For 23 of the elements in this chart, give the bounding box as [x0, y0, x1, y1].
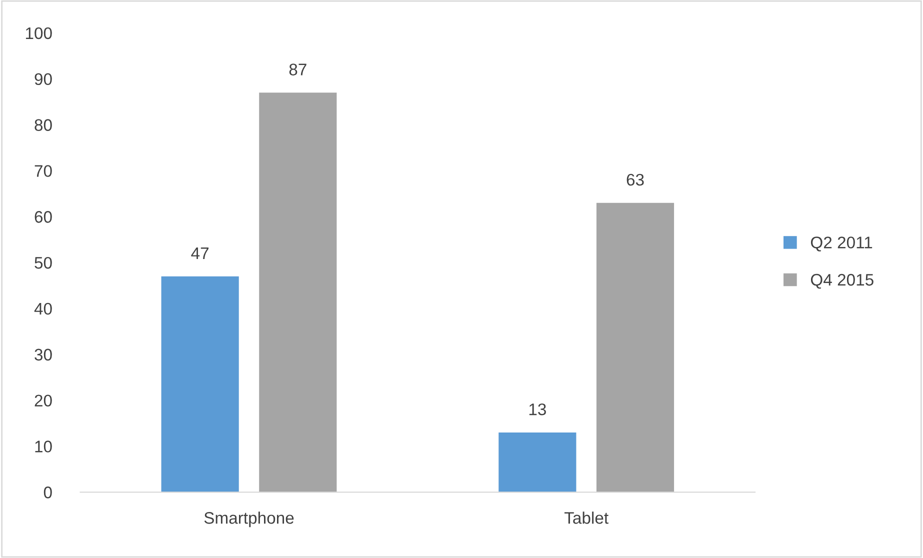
y-tick-label: 40	[34, 302, 52, 315]
y-tick-label: 90	[34, 73, 52, 86]
y-tick-label: 0	[44, 486, 52, 498]
data-label: 13	[529, 403, 546, 416]
y-tick-label: 50	[34, 256, 52, 269]
y-tick-label: 100	[26, 27, 52, 40]
legend-label: Q4 2015	[810, 274, 874, 289]
bar	[498, 432, 576, 492]
y-tick-label: 70	[34, 165, 52, 177]
bar	[596, 202, 674, 492]
legend-label: Q2 2011	[810, 236, 872, 252]
y-tick-label: 80	[34, 119, 52, 131]
x-tick-label: Tablet	[564, 512, 608, 524]
bar	[259, 92, 337, 492]
x-tick-label: Smartphone	[204, 512, 294, 528]
data-label: 63	[626, 174, 644, 186]
y-tick-label: 30	[34, 348, 52, 361]
bar	[161, 276, 239, 492]
y-tick-label: 10	[35, 440, 52, 452]
y-tick-label: 60	[34, 211, 52, 223]
y-tick-label: 20	[34, 394, 52, 407]
data-label: 87	[289, 64, 306, 76]
data-label: 47	[191, 248, 208, 259]
